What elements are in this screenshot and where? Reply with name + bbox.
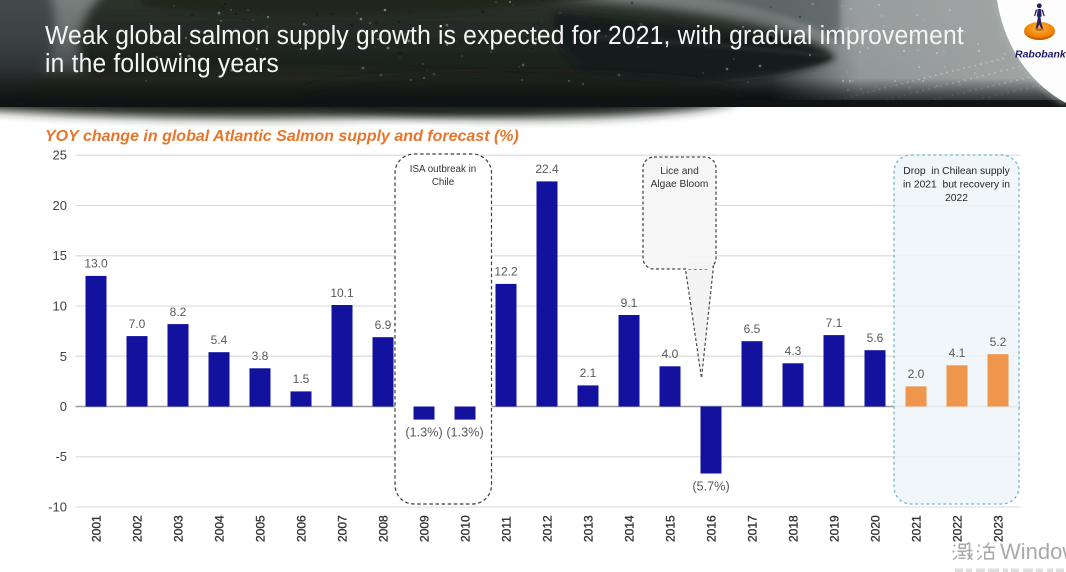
svg-text:2008: 2008 [377, 515, 391, 542]
svg-text:13.0: 13.0 [84, 257, 108, 271]
svg-text:7.0: 7.0 [129, 317, 146, 331]
svg-text:2.0: 2.0 [908, 367, 925, 381]
svg-text:2007: 2007 [336, 515, 350, 542]
svg-text:(1.3%): (1.3%) [405, 426, 442, 440]
svg-text:in 2021 but recovery in: in 2021 but recovery in [903, 180, 1010, 191]
svg-text:Algae Bloom: Algae Bloom [651, 179, 709, 190]
svg-text:2014: 2014 [623, 515, 637, 542]
svg-text:2001: 2001 [90, 515, 104, 542]
svg-text:2009: 2009 [418, 515, 432, 542]
svg-text:2002: 2002 [131, 515, 145, 542]
svg-text:2.1: 2.1 [580, 366, 597, 380]
svg-text:(5.7%): (5.7%) [692, 480, 729, 494]
svg-text:Chile: Chile [432, 177, 455, 188]
svg-text:2004: 2004 [213, 515, 227, 542]
svg-text:Drop in Chilean supply: Drop in Chilean supply [903, 166, 1010, 177]
svg-text:-10: -10 [48, 500, 67, 515]
svg-text:2012: 2012 [541, 515, 555, 542]
svg-text:2018: 2018 [787, 515, 801, 542]
svg-text:2022: 2022 [945, 193, 968, 204]
svg-text:4.3: 4.3 [785, 344, 802, 358]
svg-text:4.1: 4.1 [949, 346, 966, 360]
svg-text:10.1: 10.1 [330, 286, 354, 300]
svg-text:2016: 2016 [705, 515, 719, 542]
svg-text:8.2: 8.2 [170, 305, 187, 319]
svg-text:2023: 2023 [992, 515, 1006, 542]
svg-text:2015: 2015 [664, 515, 678, 542]
svg-text:Rabobank: Rabobank [1015, 49, 1066, 61]
svg-text:2003: 2003 [172, 515, 186, 542]
svg-text:2006: 2006 [295, 515, 309, 542]
svg-text:5: 5 [60, 349, 67, 364]
svg-text:-5: -5 [55, 449, 67, 464]
svg-text:5.6: 5.6 [867, 331, 884, 345]
svg-text:2021: 2021 [910, 515, 924, 542]
svg-text:6.5: 6.5 [744, 322, 761, 336]
svg-text:2011: 2011 [500, 516, 514, 542]
svg-text:20: 20 [53, 198, 67, 213]
svg-text:0: 0 [60, 399, 67, 414]
svg-text:7.1: 7.1 [826, 316, 843, 330]
svg-text:5.2: 5.2 [990, 335, 1007, 349]
svg-text:5.4: 5.4 [211, 333, 228, 347]
svg-text:Lice and: Lice and [660, 166, 699, 177]
svg-text:2020: 2020 [869, 515, 883, 542]
svg-text:12.2: 12.2 [494, 265, 518, 279]
svg-text:9.1: 9.1 [621, 296, 638, 310]
svg-text:1.5: 1.5 [293, 372, 310, 386]
svg-text:2010: 2010 [459, 515, 473, 542]
svg-text:3.8: 3.8 [252, 349, 269, 363]
svg-text:22.4: 22.4 [535, 162, 559, 176]
svg-text:2022: 2022 [951, 515, 965, 542]
svg-text:ISA outbreak in: ISA outbreak in [410, 164, 476, 175]
svg-text:4.0: 4.0 [662, 347, 679, 361]
svg-text:10: 10 [53, 299, 67, 314]
svg-text:2013: 2013 [582, 515, 596, 542]
svg-text:2017: 2017 [746, 515, 760, 542]
svg-text:2005: 2005 [254, 515, 268, 542]
svg-text:(1.3%): (1.3%) [446, 426, 483, 440]
svg-text:15: 15 [53, 248, 67, 263]
svg-text:6.9: 6.9 [375, 318, 392, 332]
svg-text:2019: 2019 [828, 515, 842, 542]
svg-text:25: 25 [53, 148, 67, 163]
